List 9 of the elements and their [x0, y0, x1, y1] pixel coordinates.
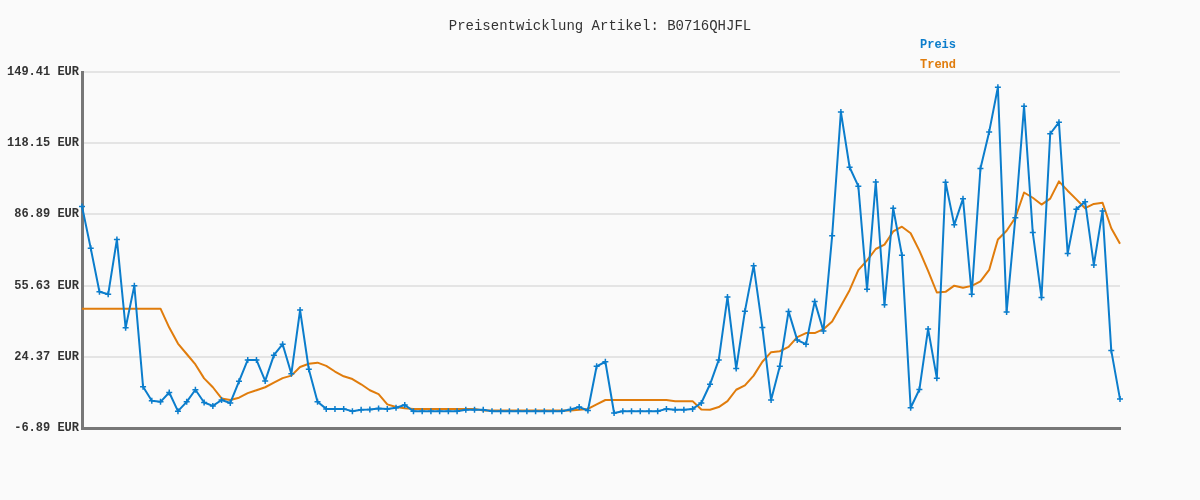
y-tick-label: 149.41 EUR — [7, 65, 80, 80]
y-tick-label: -6.89 EUR — [14, 421, 80, 436]
y-tick-label: 55.63 EUR — [14, 278, 80, 293]
text: Preis — [920, 38, 957, 52]
text: Trend — [920, 58, 957, 72]
y-tick-label: 118.15 EUR — [7, 136, 80, 151]
y-tick-label: 24.37 EUR — [14, 349, 80, 364]
y-tick-label: 86.89 EUR — [14, 207, 80, 222]
chart-title: Preisentwicklung Artikel: B0716QHJFL — [447, 18, 753, 34]
